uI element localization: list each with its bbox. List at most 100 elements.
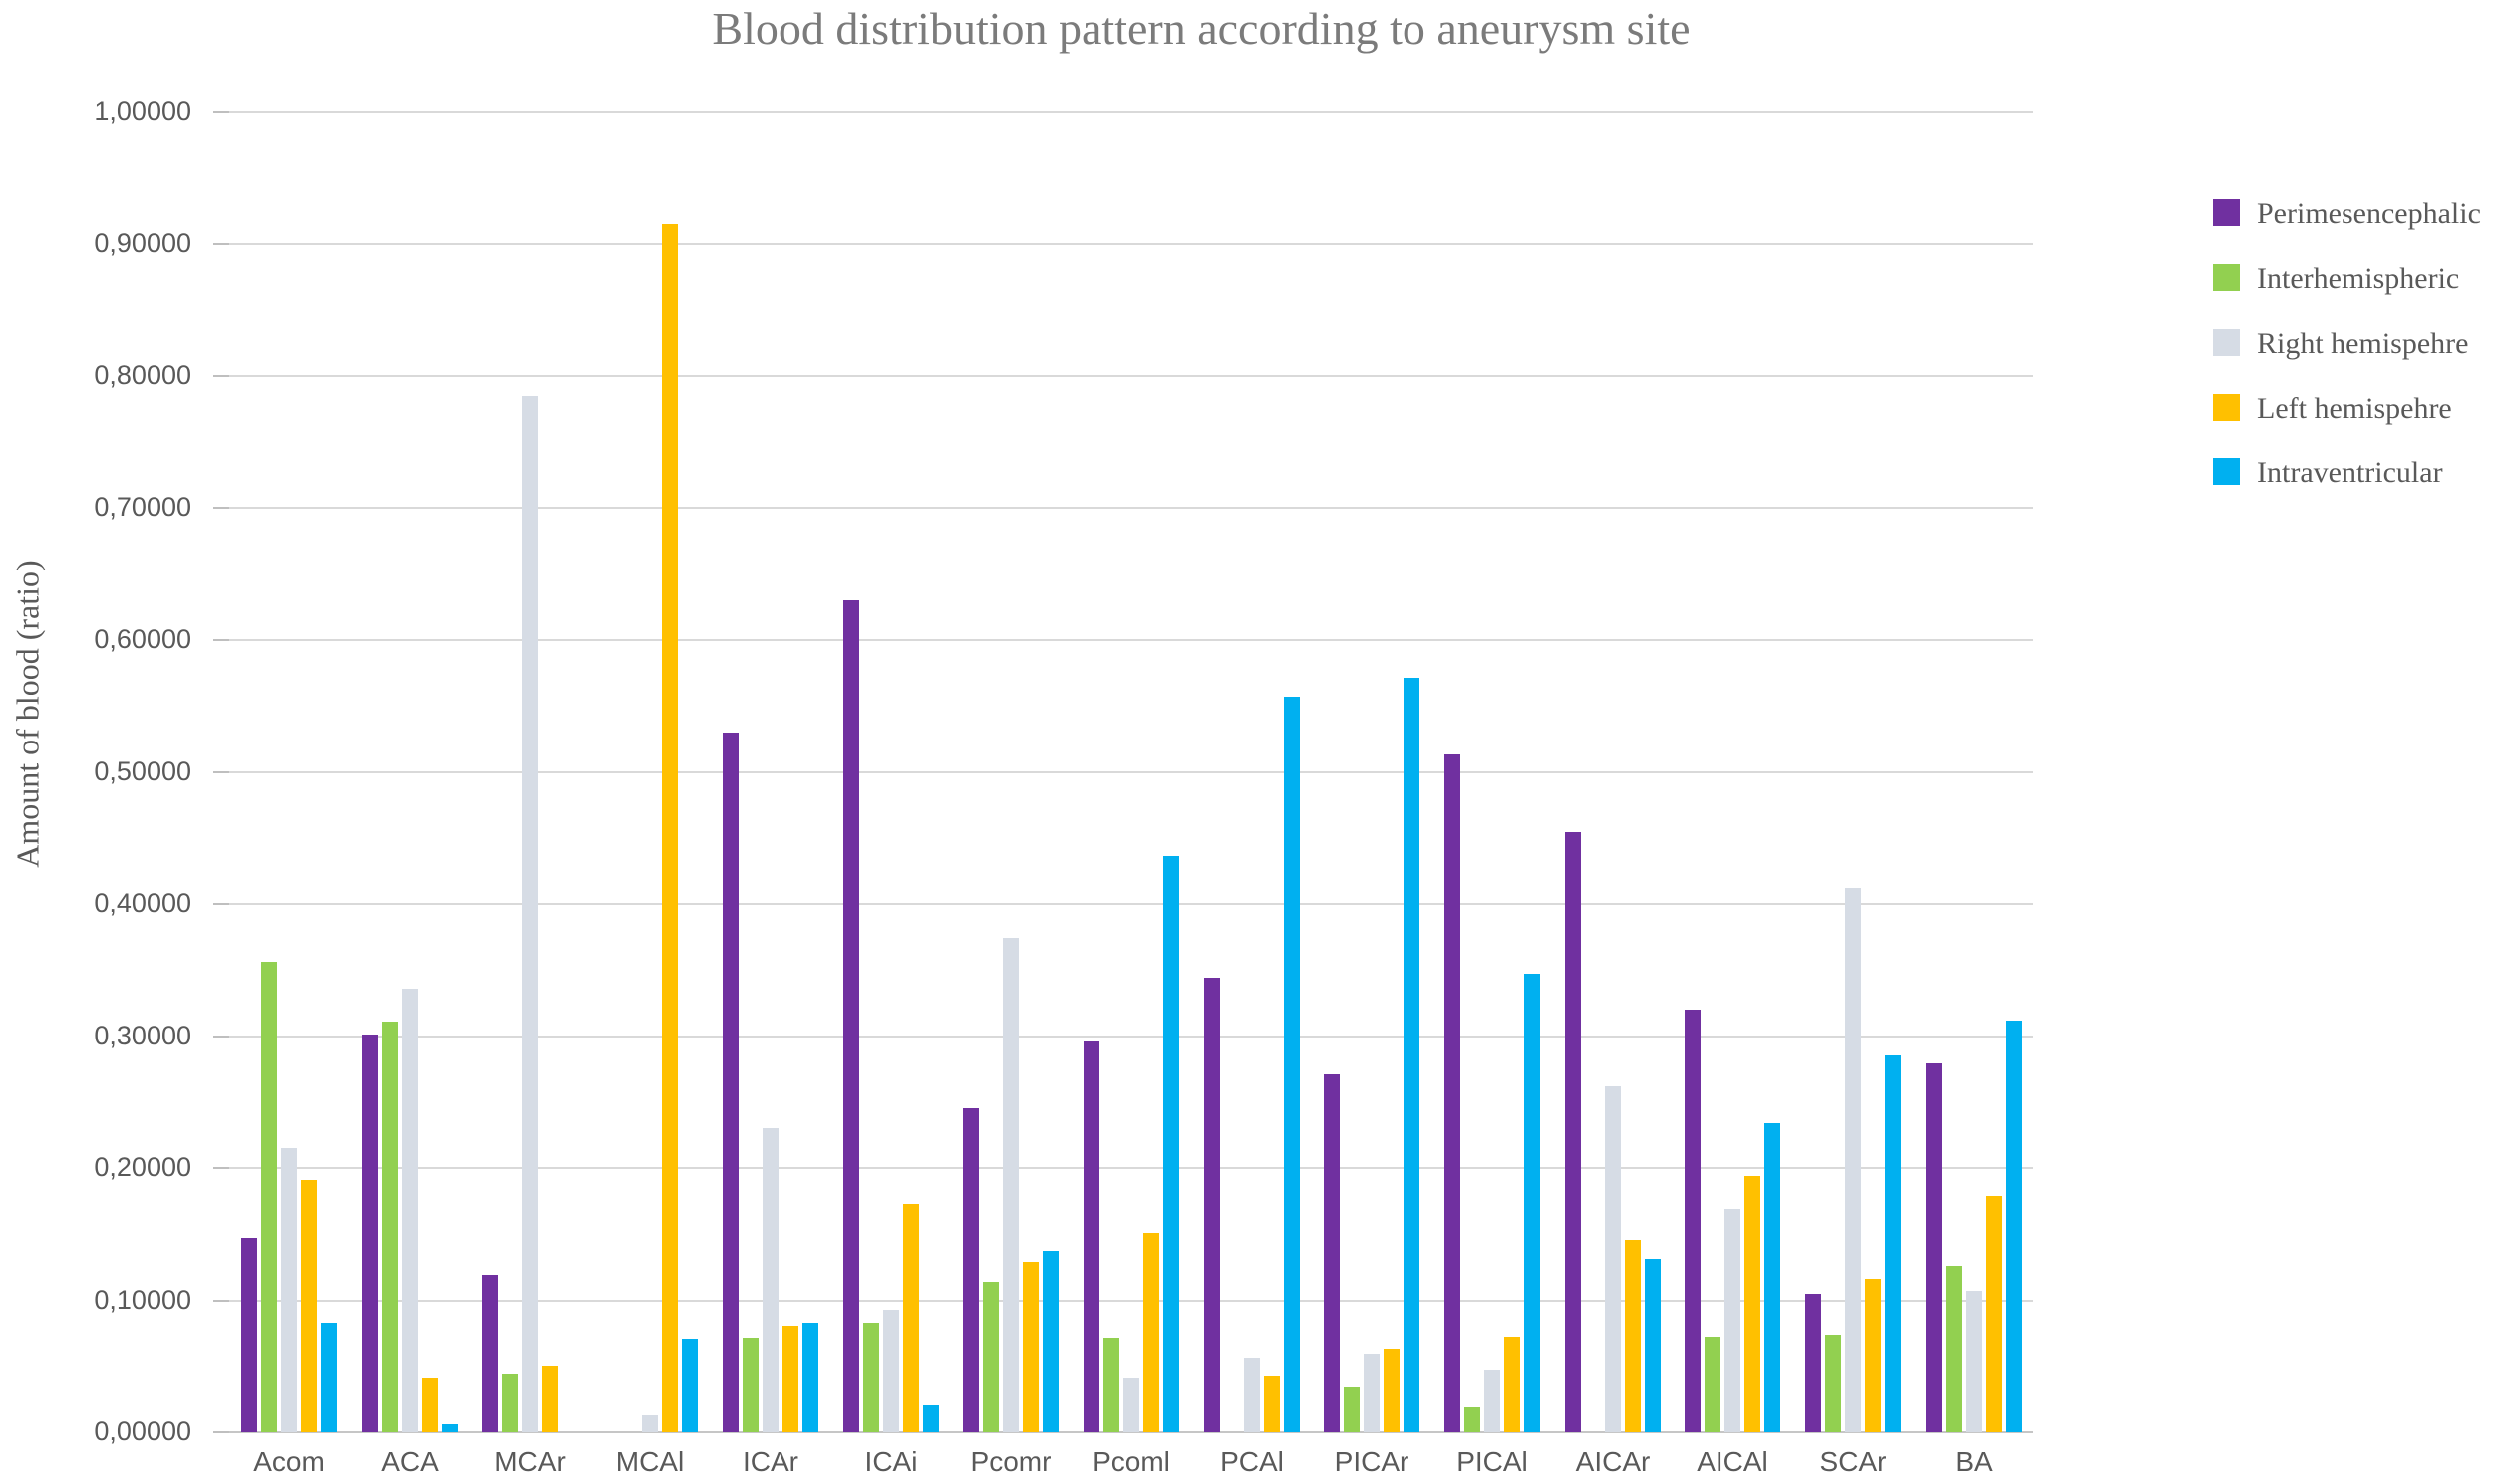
bar-BA-interhemispheric (1946, 1266, 1962, 1432)
legend-swatch (2213, 329, 2240, 356)
y-tick-mark (213, 903, 229, 905)
x-tick-label: PICAl (1456, 1446, 1528, 1477)
y-tick-mark (213, 375, 229, 377)
x-tick-label: PICAr (1334, 1446, 1409, 1477)
y-tick-mark (213, 639, 229, 641)
bar-PICAl-intraventricular (1524, 974, 1540, 1432)
legend-label: Intraventricular (2257, 456, 2443, 489)
bar-MCAr-right-hemispehre (522, 396, 538, 1432)
gridline (229, 1299, 2033, 1302)
bar-MCAr-perimesencephalic (482, 1275, 498, 1432)
gridline (229, 903, 2033, 905)
y-tick-label: 0,10000 (94, 1284, 191, 1315)
bar-AICAr-intraventricular (1645, 1259, 1661, 1432)
y-tick-label: 0,80000 (94, 360, 191, 390)
x-tick-label: MCAr (494, 1446, 566, 1477)
bar-ICAi-perimesencephalic (843, 600, 859, 1432)
bar-AICAr-perimesencephalic (1565, 832, 1581, 1432)
bar-Pcoml-left-hemispehre (1143, 1233, 1159, 1432)
bar-Pcomr-intraventricular (1043, 1251, 1059, 1432)
bar-SCAr-right-hemispehre (1845, 888, 1861, 1432)
legend-label: Perimesencephalic (2257, 197, 2481, 230)
bar-PCAl-perimesencephalic (1204, 978, 1220, 1432)
legend-swatch (2213, 264, 2240, 291)
y-tick-mark (213, 111, 229, 113)
bar-Acom-intraventricular (321, 1323, 337, 1432)
bar-PCAl-left-hemispehre (1264, 1376, 1280, 1432)
x-tick-label: BA (1955, 1446, 1993, 1477)
bar-PICAl-right-hemispehre (1484, 1370, 1500, 1432)
x-axis-line (229, 1431, 2033, 1433)
bar-MCAl-intraventricular (682, 1339, 698, 1432)
bar-AICAr-right-hemispehre (1605, 1086, 1621, 1432)
y-tick-mark (213, 1035, 229, 1038)
bar-ICAr-perimesencephalic (723, 733, 739, 1432)
bar-PCAl-right-hemispehre (1244, 1358, 1260, 1432)
bar-Pcoml-intraventricular (1163, 856, 1179, 1432)
bar-ACA-left-hemispehre (422, 1378, 438, 1432)
bar-Pcomr-right-hemispehre (1003, 938, 1019, 1432)
legend-label: Right hemispehre (2257, 327, 2469, 360)
legend-swatch (2213, 458, 2240, 485)
y-tick-mark (213, 242, 229, 245)
legend-swatch (2213, 199, 2240, 226)
bar-Acom-left-hemispehre (301, 1180, 317, 1432)
y-tick-mark (213, 1431, 229, 1433)
y-tick-label: 0,50000 (94, 755, 191, 786)
bar-ACA-right-hemispehre (402, 989, 418, 1432)
bar-Acom-perimesencephalic (241, 1238, 257, 1432)
bar-BA-perimesencephalic (1926, 1063, 1942, 1432)
bar-PICAr-interhemispheric (1344, 1387, 1360, 1432)
bar-ICAr-left-hemispehre (782, 1326, 798, 1432)
y-tick-label: 0,60000 (94, 624, 191, 654)
x-tick-label: AICAr (1575, 1446, 1651, 1477)
bar-MCAl-right-hemispehre (642, 1415, 658, 1432)
bar-ICAr-right-hemispehre (763, 1128, 779, 1432)
gridline (229, 1167, 2033, 1169)
x-tick-label: ICAr (743, 1446, 798, 1477)
bar-PICAr-left-hemispehre (1384, 1349, 1400, 1432)
bar-ACA-interhemispheric (382, 1022, 398, 1432)
bar-PCAl-intraventricular (1284, 697, 1300, 1432)
y-tick-mark (213, 770, 229, 773)
y-tick-mark (213, 1167, 229, 1169)
y-tick-label: 1,00000 (94, 96, 191, 126)
gridline (229, 639, 2033, 641)
bar-Acom-interhemispheric (261, 962, 277, 1432)
bar-Pcoml-perimesencephalic (1084, 1041, 1099, 1432)
bar-Acom-right-hemispehre (281, 1148, 297, 1432)
y-tick-label: 0,40000 (94, 888, 191, 918)
bar-PICAr-perimesencephalic (1324, 1074, 1340, 1432)
bar-SCAr-interhemispheric (1825, 1335, 1841, 1432)
y-tick-mark (213, 506, 229, 509)
bar-Pcomr-interhemispheric (983, 1282, 999, 1432)
x-tick-label: SCAr (1819, 1446, 1887, 1477)
bar-ICAr-interhemispheric (743, 1338, 759, 1432)
bar-SCAr-left-hemispehre (1865, 1279, 1881, 1432)
bar-PICAl-perimesencephalic (1444, 754, 1460, 1432)
bar-Pcoml-right-hemispehre (1123, 1378, 1139, 1432)
gridline (229, 770, 2033, 773)
bar-ACA-intraventricular (442, 1424, 458, 1432)
x-tick-label: Pcomr (970, 1446, 1052, 1477)
bar-MCAr-interhemispheric (502, 1374, 518, 1432)
bar-ICAr-intraventricular (802, 1323, 818, 1432)
bar-PICAr-intraventricular (1404, 678, 1419, 1432)
x-tick-label: AICAl (1697, 1446, 1768, 1477)
x-tick-label: PCAl (1220, 1446, 1284, 1477)
bar-Pcomr-left-hemispehre (1023, 1262, 1039, 1432)
bar-MCAr-left-hemispehre (542, 1366, 558, 1432)
y-tick-mark (213, 1299, 229, 1302)
y-tick-label: 0,30000 (94, 1020, 191, 1050)
y-tick-label: 0,90000 (94, 227, 191, 258)
x-tick-label: ACA (381, 1446, 439, 1477)
x-tick-label: ICAi (864, 1446, 918, 1477)
bar-Pcomr-perimesencephalic (963, 1108, 979, 1432)
y-axis-title: Amount of blood (ratio) (9, 560, 46, 868)
bar-ICAi-right-hemispehre (883, 1310, 899, 1432)
bar-BA-left-hemispehre (1986, 1196, 2002, 1432)
chart-title: Blood distribution pattern according to … (712, 3, 1691, 54)
bar-SCAr-intraventricular (1885, 1055, 1901, 1432)
gridline (229, 1035, 2033, 1038)
